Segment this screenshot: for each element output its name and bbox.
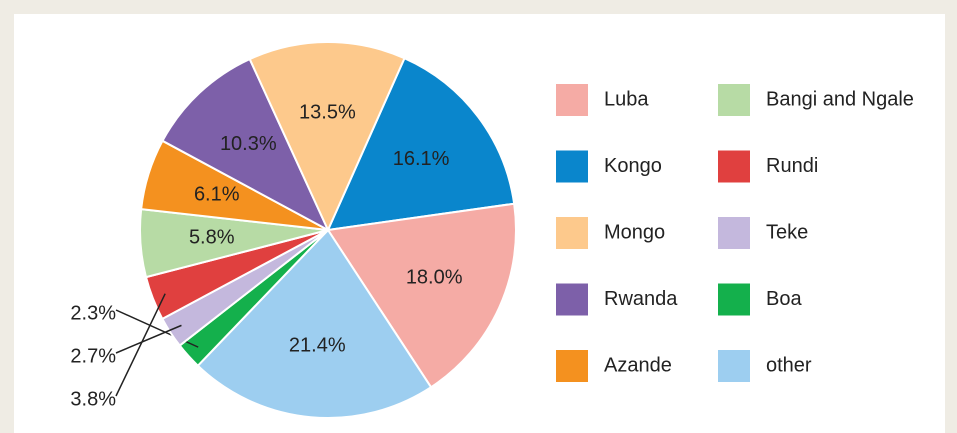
legend-label: Bangi and Ngale [766,88,914,110]
pie-slice [196,228,433,419]
slice-label: 5.8% [189,227,235,249]
legend-swatch [556,84,588,116]
legend-swatch [556,350,588,382]
legend-swatch [556,217,588,249]
legend-label: other [766,354,812,376]
leader-line [115,324,182,354]
legend-swatch [718,217,750,249]
legend-swatch [718,350,750,382]
slice-label: 2.7% [70,345,116,367]
slice-label: 13.5% [299,102,356,124]
pie-slice [161,57,331,233]
slice-label: 10.3% [220,133,277,155]
legend-swatch [718,283,750,316]
slice-label: 3.8% [70,388,116,410]
slice-label: 21.4% [289,334,346,356]
slice-label: 18.0% [406,266,463,288]
pie-slice [248,41,406,233]
legend-swatch [556,150,588,183]
legend-label: Azande [604,354,672,376]
legend-swatch [718,84,750,116]
slice-label: 6.1% [194,184,240,206]
legend-label: Boa [766,288,802,310]
slice-label: 2.3% [70,302,116,324]
legend-label: Rwanda [604,288,678,310]
legend-label: Kongo [604,155,662,177]
legend-label: Mongo [604,221,665,243]
legend-swatch [556,283,588,316]
legend-swatch [718,150,750,183]
pie-slice [326,202,517,389]
slice-label: 16.1% [393,148,450,170]
leader-line [115,293,166,397]
pie-slice [326,56,516,232]
legend-label: Luba [604,88,649,110]
legend-label: Teke [766,221,808,243]
legend-label: Rundi [766,155,818,177]
